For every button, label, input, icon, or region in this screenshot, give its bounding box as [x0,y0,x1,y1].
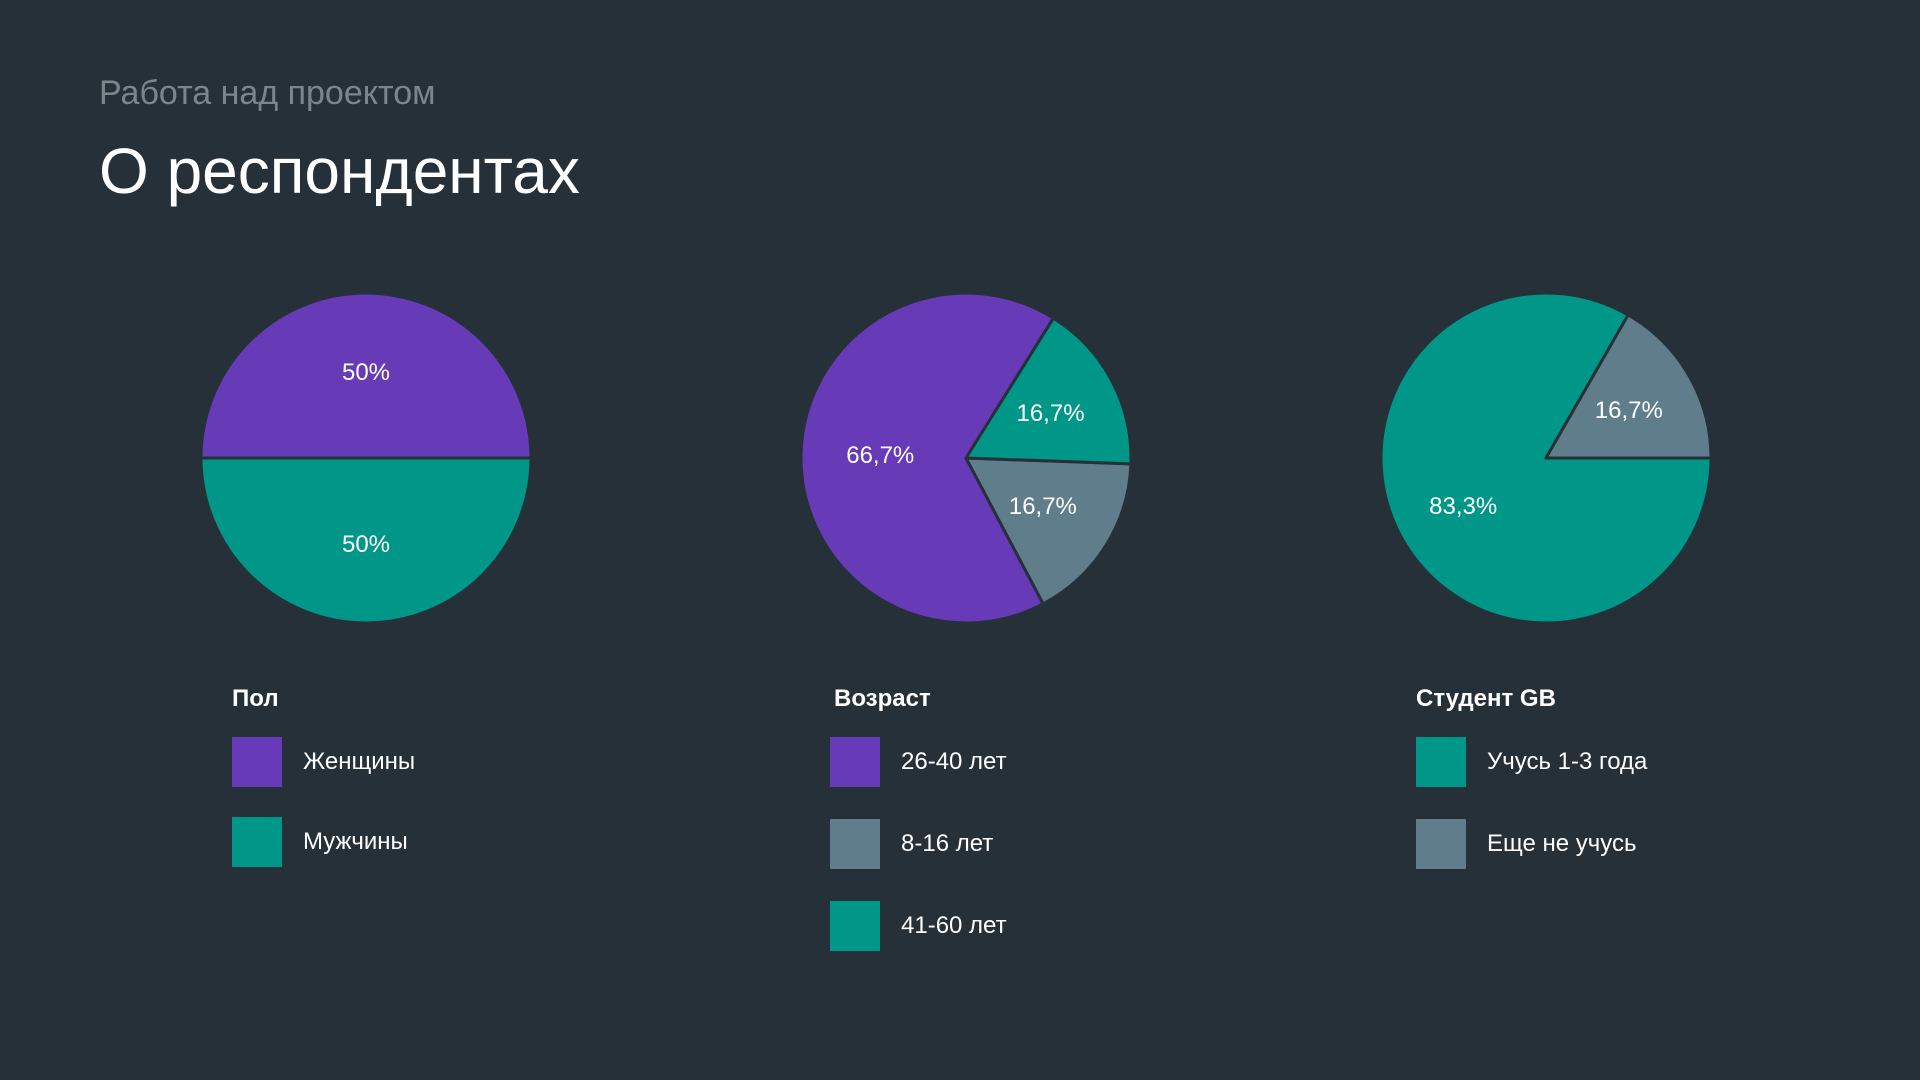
pie-slice-label: 50% [342,359,390,386]
pie-slice [799,291,1055,625]
legend-label: 41-60 лет [901,912,1007,939]
legend-label: Мужчины [303,828,408,855]
pie-chart-3: 83,3% 16,7% [1379,291,1713,625]
pie-slice [199,456,533,625]
pie-slice [964,456,1133,606]
legend-swatch [1416,737,1466,787]
legend-swatch [830,819,880,869]
pie-slice-label: 50% [342,531,390,558]
legend-item-age-8-16: 8-16 лет [830,819,1007,869]
legend-gender: Пол Женщины Мужчины [232,685,415,899]
legend-title-student: Студент GB [1416,685,1556,712]
legend-item-not-studying: Еще не учусь [1416,819,1647,869]
pie-slice-label: 16,7% [1009,493,1077,520]
legend-item-female: Женщины [232,737,415,787]
legend-swatch [232,737,282,787]
legend-item-age-41-60: 41-60 лет [830,901,1007,951]
pie-chart-2: 66,7% 16,7% 16,7% [799,291,1133,625]
legend-swatch [1416,819,1466,869]
legend-title-gender: Пол [232,685,279,712]
pie-slice-label: 66,7% [846,442,914,469]
pie-slice [199,291,533,460]
legend-age: Возраст 26-40 лет 8-16 лет 41-60 лет [830,685,1007,983]
legend-title-age: Возраст [834,685,931,712]
legend-label: Женщины [303,748,416,775]
pie-slice-label: 16,7% [1016,400,1084,427]
pie-slice [964,316,1133,466]
legend-swatch [830,901,880,951]
legend-student: Студент GB Учусь 1-3 года Еще не учусь [1416,685,1647,901]
legend-label: 26-40 лет [901,748,1007,775]
pie-slice [1379,291,1713,625]
pie-slice-label: 16,7% [1595,397,1663,424]
legend-label: 8-16 лет [901,830,994,857]
legend-label: Еще не учусь [1487,830,1637,857]
pie-slice [1544,313,1713,460]
page-subtitle: Работа над проектом [99,74,436,112]
pie-chart-1: 50% 50% [199,291,533,625]
legend-label: Учусь 1-3 года [1487,748,1648,775]
legend-swatch [232,817,282,867]
legend-item-male: Мужчины [232,817,415,867]
page-title: О респондентах [99,135,580,207]
legend-item-studying: Учусь 1-3 года [1416,737,1647,787]
legend-swatch [830,737,880,787]
legend-item-age-26-40: 26-40 лет [830,737,1007,787]
pie-slice-label: 83,3% [1429,493,1497,520]
